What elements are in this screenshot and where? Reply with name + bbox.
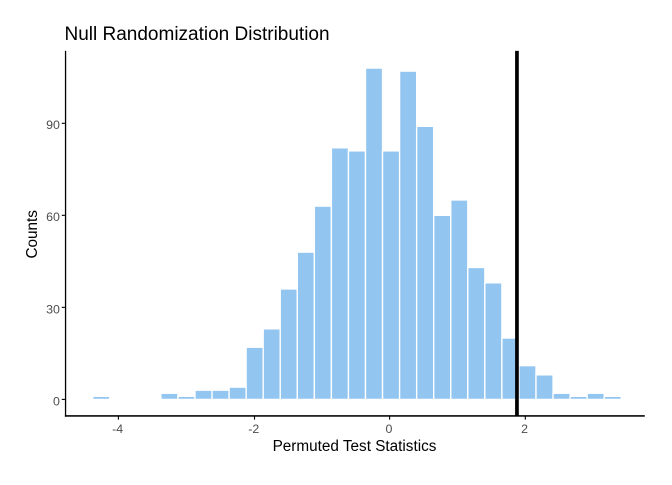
svg-text:0: 0 <box>385 422 392 436</box>
svg-text:Counts: Counts <box>24 210 41 259</box>
svg-text:60: 60 <box>46 210 60 224</box>
svg-text:-4: -4 <box>112 422 123 436</box>
svg-text:30: 30 <box>46 302 60 316</box>
svg-text:Null Randomization Distributio: Null Randomization Distribution <box>65 24 330 45</box>
svg-text:-2: -2 <box>248 422 259 436</box>
svg-text:Permuted Test Statistics: Permuted Test Statistics <box>273 438 437 455</box>
svg-text:0: 0 <box>53 394 60 408</box>
svg-text:90: 90 <box>46 118 60 132</box>
svg-text:2: 2 <box>521 422 528 436</box>
